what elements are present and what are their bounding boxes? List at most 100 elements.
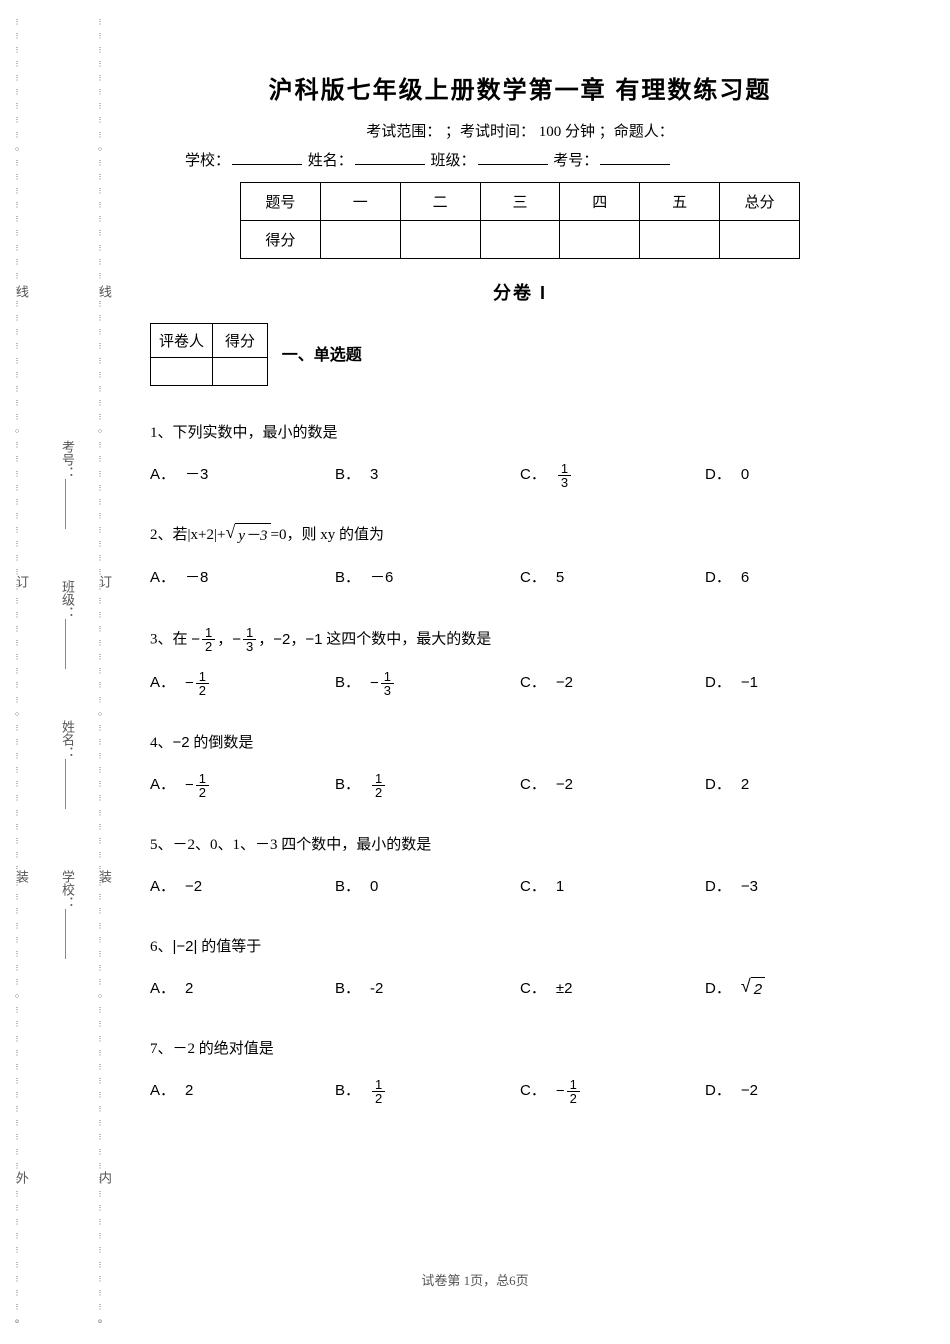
q-num: 1、 — [150, 425, 173, 441]
binding-label-zhuang-outer: 装 — [12, 870, 31, 883]
choice-c: C．−2 — [520, 765, 705, 805]
table-row: 题号 一 二 三 四 五 总分 — [241, 183, 800, 221]
name-blank — [355, 150, 425, 165]
grader-table: 评卷人得分 — [150, 323, 268, 386]
col-4: 四 — [560, 183, 640, 221]
class-blank — [478, 150, 548, 165]
choice-a: A．−12 — [150, 663, 335, 703]
col-total: 总分 — [720, 183, 800, 221]
choice-b: B．12 — [335, 1071, 520, 1111]
choice-a: A．2 — [150, 1071, 335, 1111]
outer-dotted-line: ⋮⋮⋮⋮⋮⋮⋮⋮⋮○⋮⋮⋮⋮⋮⋮⋮⋮⋮⋮⋮⋮⋮⋮⋮⋮⋮⋮⋮○⋮⋮⋮⋮⋮⋮⋮⋮⋮⋮… — [16, 15, 18, 1329]
choice-b: B．-2 — [335, 969, 520, 1009]
question-5: 5、－2、0、1、－3 四个数中，最小的数是 A．−2 B．0 C．1 D．−3 — [150, 833, 890, 907]
choice-b: B．−13 — [335, 663, 520, 703]
q-num: 3、 — [150, 632, 173, 648]
q-num: 7、 — [150, 1041, 173, 1057]
choice-a: A．－3 — [150, 455, 335, 495]
col-1: 一 — [320, 183, 400, 221]
binding-label-school: 学校： — [58, 870, 77, 959]
binding-label-xian-outer: 线 — [12, 285, 31, 298]
binding-label-ding-inner: 订 — [95, 575, 114, 588]
exam-info: 考试范围： ；考试时间： 100 分钟 ；命题人： — [150, 120, 890, 141]
choice-d: D．−2 — [705, 1071, 890, 1111]
binding-label-zhuang-inner: 装 — [95, 870, 114, 883]
footer-page-number: 试卷第 1页，总6页 — [0, 1270, 950, 1289]
section1-label: 一、单选题 — [282, 341, 362, 365]
choice-a: A．−12 — [150, 765, 335, 805]
binding-label-ding-outer: 订 — [12, 575, 31, 588]
choice-a: A．2 — [150, 969, 335, 1009]
binding-label-xian-inner: 线 — [95, 285, 114, 298]
binding-label-id: 考号： — [58, 440, 77, 529]
choice-c: C．5 — [520, 558, 705, 598]
choice-d: D．0 — [705, 455, 890, 495]
section-header: 评卷人得分 一、单选题 — [150, 323, 890, 411]
choice-d: D．2 — [705, 765, 890, 805]
binding-label-inner: 内 — [95, 1171, 114, 1184]
q-num: 5、 — [150, 837, 173, 853]
choice-d: D．−1 — [705, 663, 890, 703]
stem-pre: 若|x+2|+ — [173, 527, 226, 543]
question-6: 6、|−2| 的值等于 A．2 B．-2 C．±2 D．√2 — [150, 935, 890, 1009]
choice-c: C．−2 — [520, 663, 705, 703]
q-stem-text: －2、0、1、－3 四个数中，最小的数是 — [173, 837, 432, 853]
id-blank — [600, 150, 670, 165]
student-info-line: 学校： 姓名： 班级： 考号： — [150, 149, 890, 170]
stem-pre: 在 — [173, 632, 192, 648]
binding-margin: ⋮⋮⋮⋮⋮⋮⋮⋮⋮○⋮⋮⋮⋮⋮⋮⋮⋮⋮⋮⋮⋮⋮⋮⋮⋮⋮⋮⋮○⋮⋮⋮⋮⋮⋮⋮⋮⋮⋮… — [0, 0, 130, 1344]
name-label: 姓名： — [308, 153, 353, 169]
school-label: 学校： — [185, 153, 230, 169]
stem-post: 的值等于 — [197, 939, 261, 955]
binding-label-outer: 外 — [12, 1171, 31, 1184]
score-label: 得分 — [213, 324, 268, 358]
q-stem-text: 下列实数中，最小的数是 — [173, 425, 338, 441]
question-2: 2、若|x+2|+√y－3=0，则 xy 的值为 A．－8 B．－6 C．5 D… — [150, 523, 890, 598]
school-blank — [232, 150, 302, 165]
choice-c: C．1 — [520, 867, 705, 907]
header-num: 题号 — [241, 183, 321, 221]
class-label: 班级： — [431, 153, 476, 169]
scope-label: 考试范围： — [366, 124, 441, 140]
inner-dotted-line: ⋮⋮⋮⋮⋮⋮⋮⋮⋮○⋮⋮⋮⋮⋮⋮⋮⋮⋮⋮⋮⋮⋮⋮⋮⋮⋮⋮⋮○⋮⋮⋮⋮⋮⋮⋮⋮⋮⋮… — [99, 15, 101, 1329]
binding-label-name: 姓名： — [58, 720, 77, 809]
choice-d: D．−3 — [705, 867, 890, 907]
choice-c: C．13 — [520, 455, 705, 495]
grader-label: 评卷人 — [151, 324, 213, 358]
stem-post: 这四个数中，最大的数是 — [326, 632, 491, 648]
time-value: 100 分钟 — [539, 124, 595, 140]
questions: 1、下列实数中，最小的数是 A．－3 B．3 C．13 D．0 2、若|x+2|… — [150, 421, 890, 1111]
section-title: 分卷 I — [150, 279, 890, 305]
col-2: 二 — [400, 183, 480, 221]
stem-post: 的倒数是 — [190, 735, 254, 751]
choice-b: B．－6 — [335, 558, 520, 598]
binding-label-class: 班级： — [58, 580, 77, 669]
exam-title: 沪科版七年级上册数学第一章 有理数练习题 — [150, 70, 890, 105]
question-4: 4、−2 的倒数是 A．−12 B．12 C．−2 D．2 — [150, 731, 890, 805]
choice-a: A．－8 — [150, 558, 335, 598]
stem-post: =0，则 xy 的值为 — [271, 527, 384, 543]
author-label: ；命题人： — [599, 124, 674, 140]
col-3: 三 — [480, 183, 560, 221]
choice-d: D．6 — [705, 558, 890, 598]
question-7: 7、－2 的绝对值是 A．2 B．12 C．−12 D．−2 — [150, 1037, 890, 1111]
choice-d: D．√2 — [705, 969, 890, 1009]
score-table: 题号 一 二 三 四 五 总分 得分 — [240, 182, 800, 259]
main-content: 沪科版七年级上册数学第一章 有理数练习题 考试范围： ；考试时间： 100 分钟… — [150, 70, 890, 1139]
id-label: 考号： — [553, 153, 598, 169]
q-num: 4、 — [150, 735, 173, 751]
choice-b: B．0 — [335, 867, 520, 907]
choice-a: A．−2 — [150, 867, 335, 907]
choice-b: B．12 — [335, 765, 520, 805]
header-score: 得分 — [241, 221, 321, 259]
q-stem-text: －2 的绝对值是 — [173, 1041, 274, 1057]
question-3: 3、在 −12，−13，−2，−1 这四个数中，最大的数是 A．−12 B．−1… — [150, 626, 890, 703]
choice-c: C．±2 — [520, 969, 705, 1009]
choice-b: B．3 — [335, 455, 520, 495]
q-num: 2、 — [150, 527, 173, 543]
q-num: 6、 — [150, 939, 173, 955]
col-5: 五 — [640, 183, 720, 221]
question-1: 1、下列实数中，最小的数是 A．－3 B．3 C．13 D．0 — [150, 421, 890, 495]
time-label: ；考试时间： — [445, 124, 535, 140]
choice-c: C．−12 — [520, 1071, 705, 1111]
